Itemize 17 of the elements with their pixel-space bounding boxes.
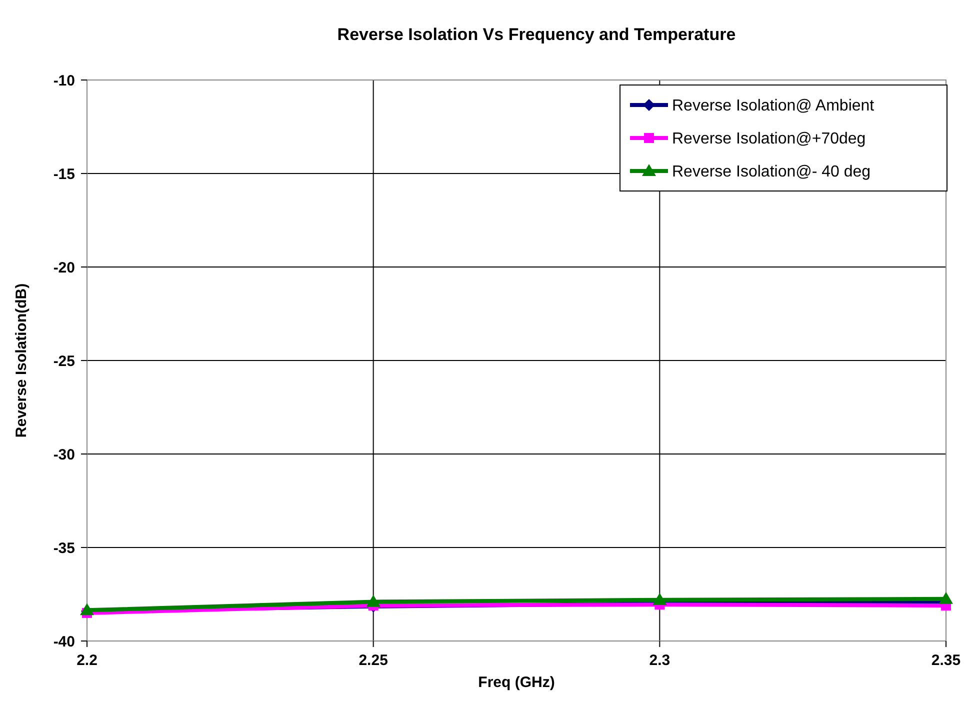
y-tick-label: -40 [53,633,75,650]
y-tick-label: -10 [53,72,75,90]
y-tick-label: -35 [53,540,75,557]
y-tick-label: -20 [53,259,75,276]
y-tick-label: -15 [53,166,75,183]
x-tick-label: 2.2 [76,652,98,669]
x-tick-label: 2.3 [649,652,670,669]
legend-label: Reverse Isolation@- 40 deg [672,164,871,181]
y-axis-title: Reverse Isolation(dB) [13,283,30,438]
legend-label: Reverse Isolation@+70deg [672,130,866,148]
y-tick-label: -25 [53,352,75,370]
chart-title: Reverse Isolation Vs Frequency and Temperature [337,25,736,44]
x-axis-title: Freq (GHz) [478,674,555,691]
legend-label: Reverse Isolation@ Ambient [672,98,875,115]
x-tick-label: 2.25 [358,652,388,669]
y-tick-label: -30 [53,446,75,464]
x-tick-label: 2.35 [931,652,961,669]
